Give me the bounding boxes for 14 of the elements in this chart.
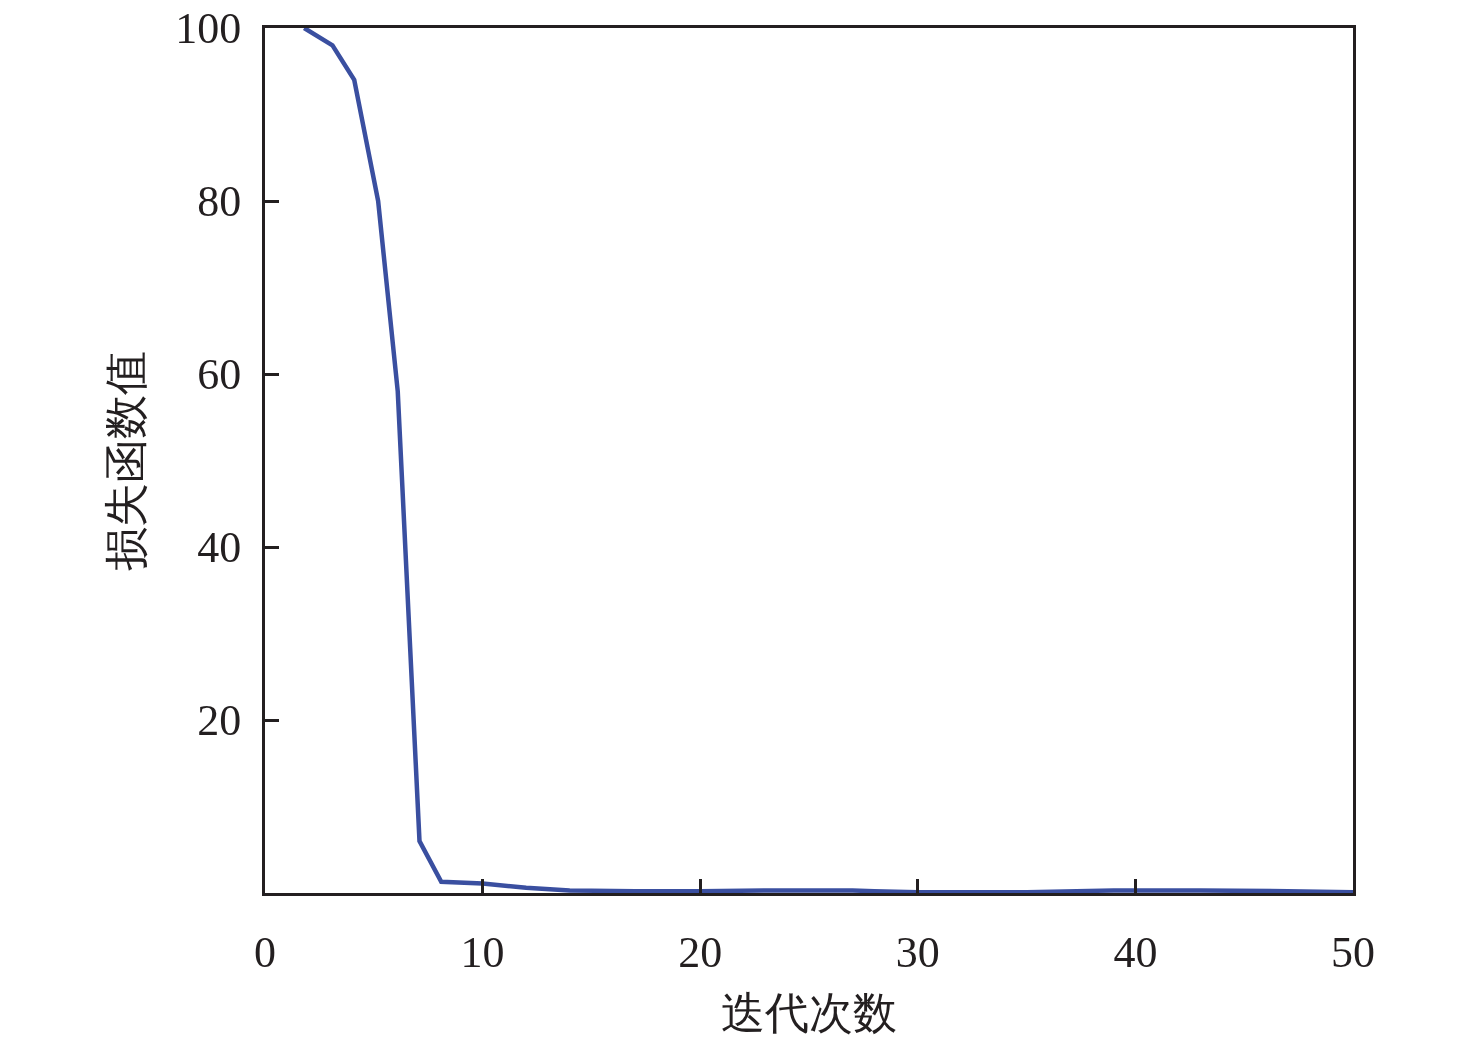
y-tick-label: 40 (197, 523, 242, 573)
x-tick-label: 30 (895, 927, 940, 977)
x-axis-title: 迭代次数 (721, 989, 897, 1039)
y-axis-title: 损失函数值 (102, 350, 152, 571)
x-tick-label: 20 (678, 927, 723, 977)
y-tick-label: 20 (197, 696, 242, 746)
x-tick-label: 10 (460, 927, 505, 977)
x-tick-label: 40 (1113, 927, 1158, 977)
y-tick-label: 100 (175, 4, 242, 54)
line-series (301, 28, 1353, 893)
y-tick-label: 80 (197, 177, 242, 227)
y-tick-label: 60 (197, 350, 242, 400)
x-tick-label: 50 (1331, 927, 1375, 977)
x-tick-label: 0 (254, 927, 276, 977)
